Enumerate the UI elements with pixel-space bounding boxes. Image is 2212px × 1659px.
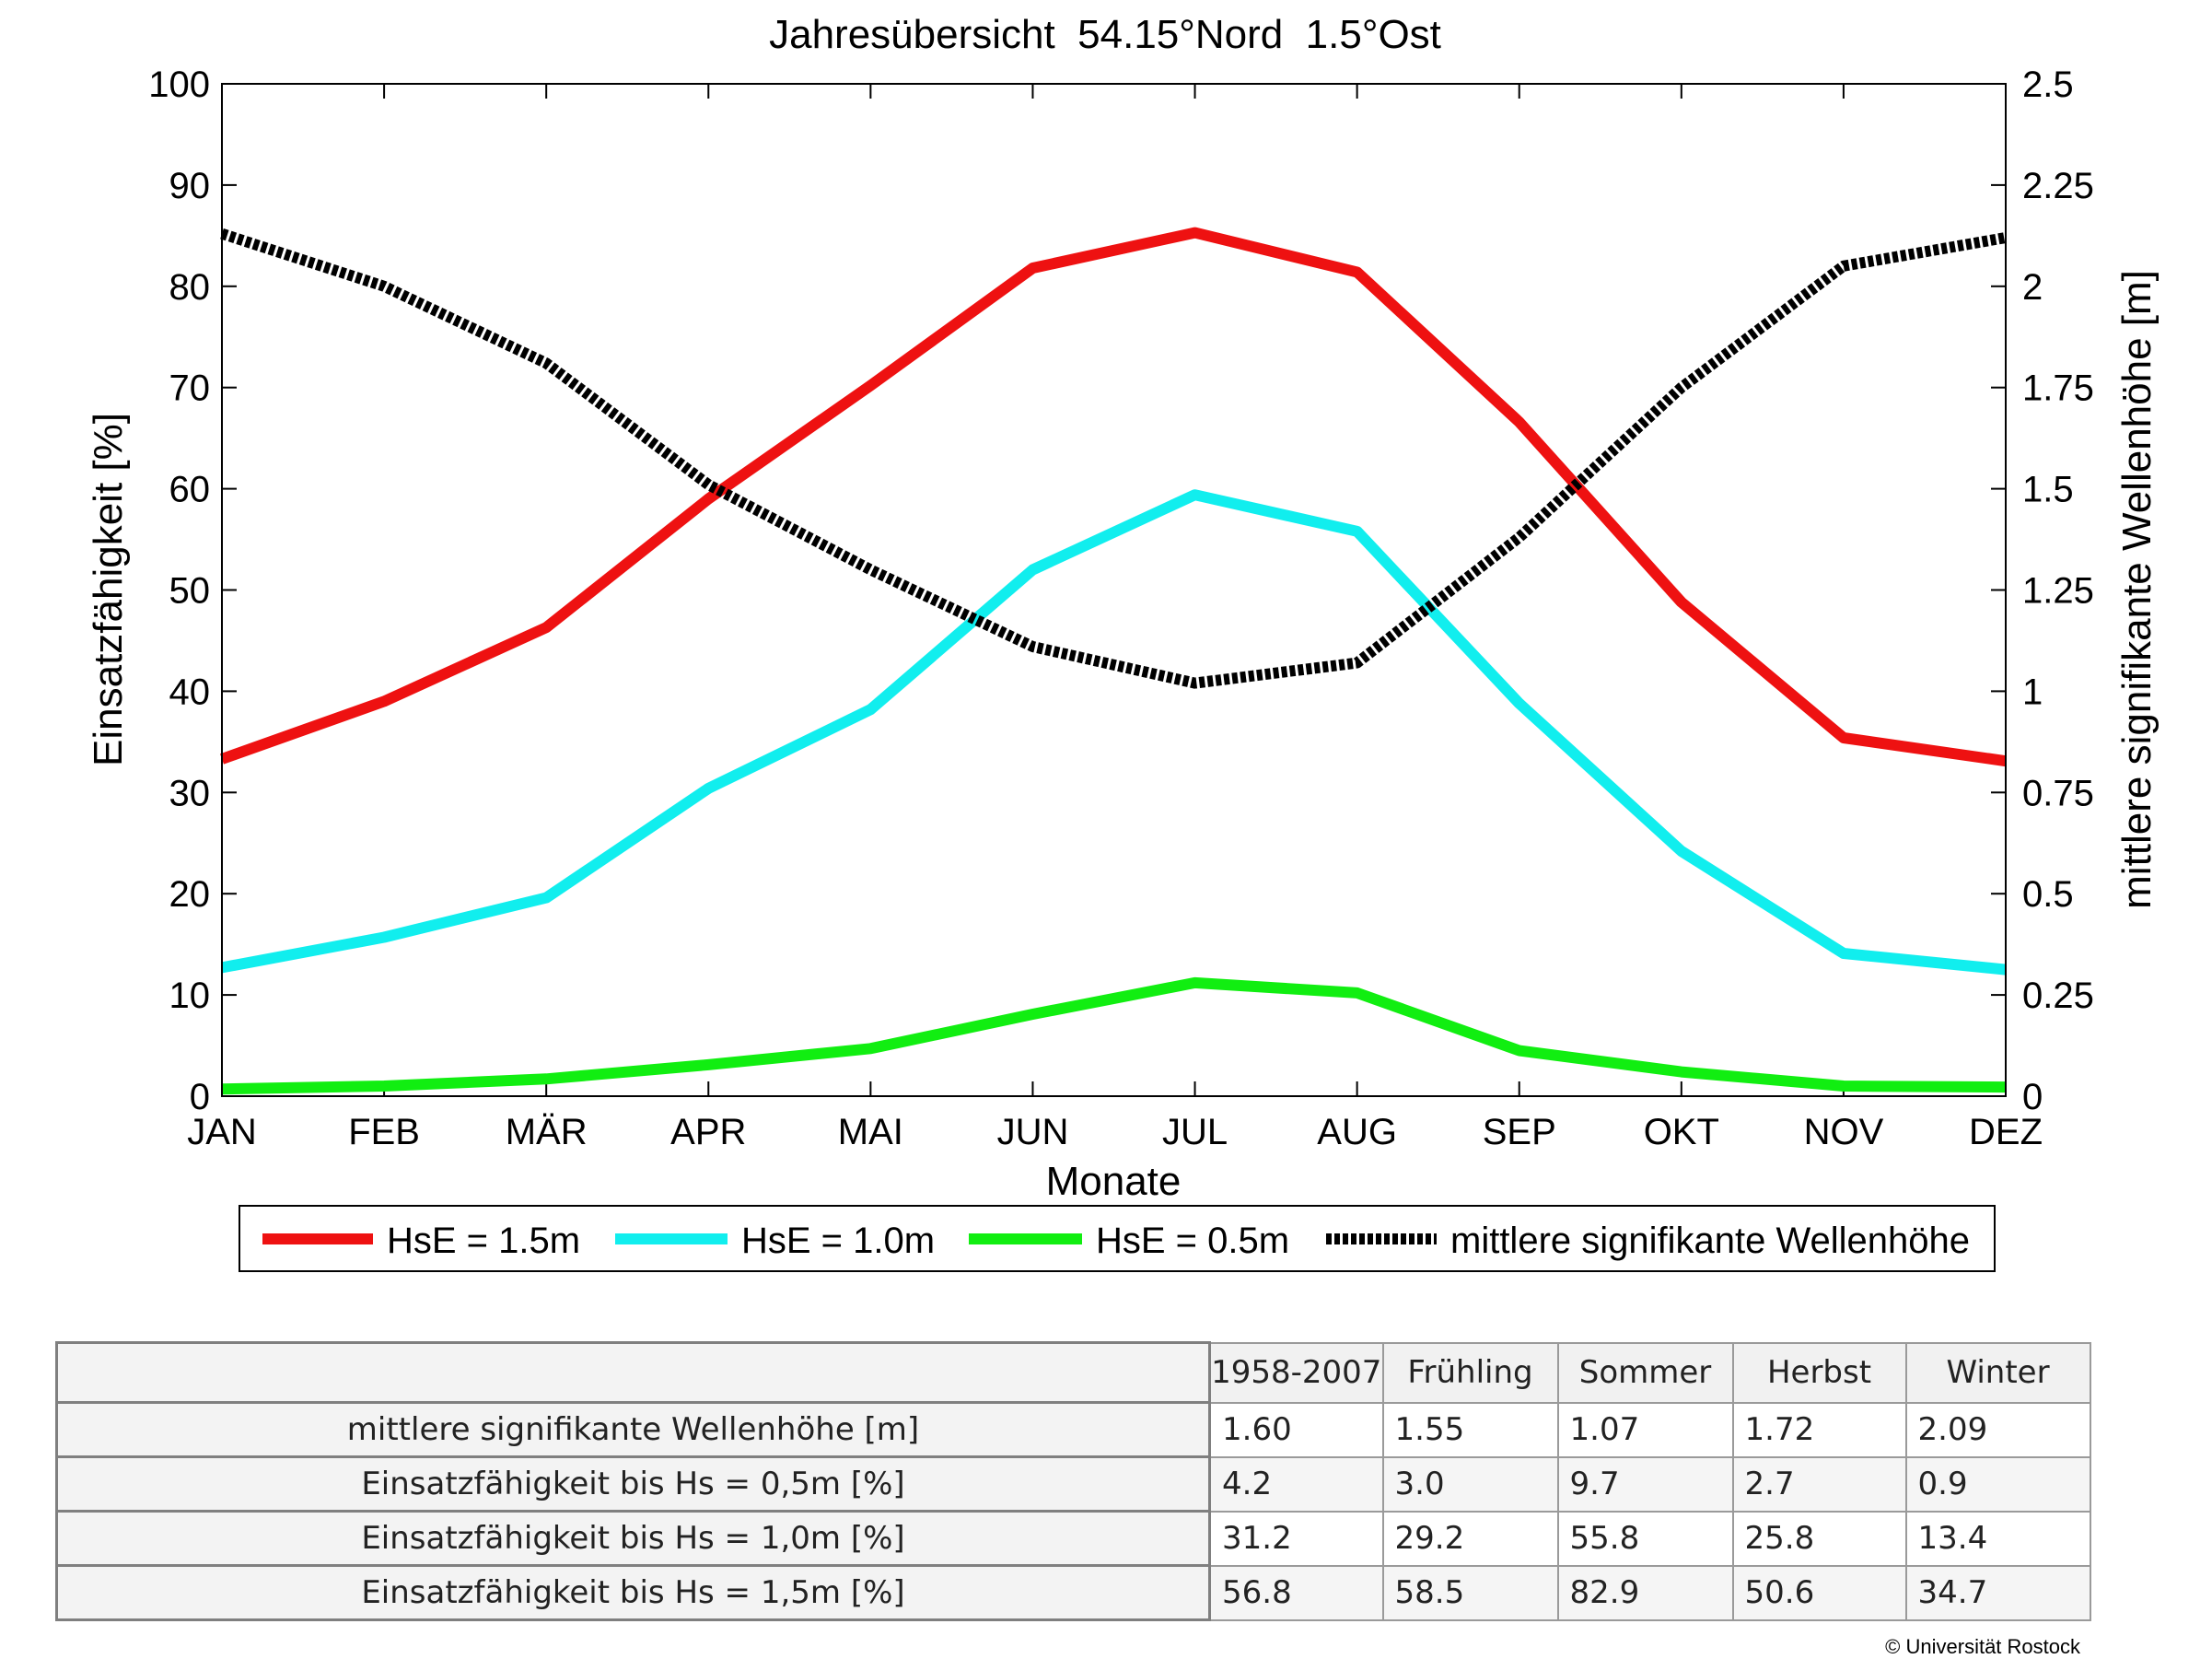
y-axis-label-right: mittlere signifikante Wellenhöhe [m] — [2114, 270, 2160, 909]
y-tick-label-right: 2.5 — [2022, 64, 2074, 105]
series-line-hse-15 — [219, 227, 2007, 767]
table-cell: 1.07 — [1556, 1401, 1734, 1458]
axis-ticks: JAN FEB MÄR APR MAI JUN JUL AUG SEP OKT NOV DEZ0102… — [148, 64, 2094, 1152]
legend-box — [239, 1205, 1996, 1272]
y-tick-label-right: 1.5 — [2022, 470, 2074, 510]
statistics-table: 1958-2007 Frühling Sommer Herbst Winter … — [55, 1341, 2091, 1621]
x-tick-label: DEZ — [1969, 1112, 2043, 1152]
table-header-row: 1958-2007 Frühling Sommer Herbst Winter — [55, 1341, 2091, 1404]
x-tick-label: SEP — [1483, 1112, 1556, 1152]
table-row: Einsatzfähigkeit bis Hs = 1,0m [%] 31.2 … — [55, 1510, 2091, 1567]
legend-label-hse-15: HsE = 1.5m — [387, 1221, 580, 1261]
table-row: mittlere signifikante Wellenhöhe [m] 1.6… — [55, 1401, 2091, 1458]
x-tick-label: OKT — [1644, 1112, 1719, 1152]
table-cell: 13.4 — [1904, 1510, 2091, 1567]
row-label: mittlere signifikante Wellenhöhe [m] — [55, 1401, 1211, 1458]
table-cell: 2.7 — [1731, 1455, 1907, 1513]
table-cell: 9.7 — [1556, 1455, 1734, 1513]
y-tick-label-right: 0.75 — [2022, 773, 2094, 813]
x-axis-label: Monate — [1046, 1159, 1182, 1204]
series-line-wave-height — [220, 228, 2008, 689]
x-tick-label: AUG — [1317, 1112, 1397, 1152]
y-tick-label: 60 — [169, 470, 211, 510]
y-tick-label-right: 1.75 — [2022, 368, 2094, 409]
row-label: Einsatzfähigkeit bis Hs = 1,5m [%] — [55, 1564, 1211, 1621]
header-spring: Frühling — [1381, 1341, 1559, 1404]
table-cell: 1.55 — [1381, 1401, 1559, 1458]
y-tick-label-right: 0.5 — [2022, 874, 2074, 915]
legend-label-hse-10: HsE = 1.0m — [741, 1221, 935, 1261]
table-corner-cell — [55, 1341, 1211, 1404]
y-tick-label-right: 1 — [2022, 672, 2043, 712]
legend: HsE = 1.5m HsE = 1.0m HsE = 0.5m mittler… — [239, 1205, 1996, 1272]
y-axis-label: Einsatzfähigkeit [%] — [86, 413, 131, 766]
x-tick-label: MAI — [838, 1112, 903, 1152]
y-tick-label: 90 — [169, 166, 211, 206]
series-layer — [219, 227, 2008, 1095]
table-cell: 50.6 — [1731, 1564, 1907, 1621]
y-tick-label: 20 — [169, 874, 211, 915]
y-tick-label: 40 — [169, 672, 211, 712]
table-cell: 4.2 — [1208, 1455, 1384, 1513]
x-tick-label: JUN — [997, 1112, 1069, 1152]
x-tick-label: NOV — [1804, 1112, 1884, 1152]
legend-label-wave-height: mittlere signifikante Wellenhöhe — [1450, 1221, 1970, 1261]
table-cell: 55.8 — [1556, 1510, 1734, 1567]
plot-frame — [221, 83, 2007, 1097]
table-cell: 25.8 — [1731, 1510, 1907, 1567]
y-tick-label: 80 — [169, 267, 211, 308]
y-tick-label-right: 2 — [2022, 267, 2043, 308]
y-tick-label-right: 1.25 — [2022, 571, 2094, 612]
y-tick-label: 50 — [169, 571, 211, 612]
table-cell: 31.2 — [1208, 1510, 1384, 1567]
chart: Jahresübersicht 54.15°Nord 1.5°Ost JAN FE… — [86, 12, 2160, 1272]
row-label: Einsatzfähigkeit bis Hs = 1,0m [%] — [55, 1510, 1211, 1567]
table-cell: 34.7 — [1904, 1564, 2091, 1621]
table-cell: 3.0 — [1381, 1455, 1559, 1513]
chart-title: Jahresübersicht 54.15°Nord 1.5°Ost — [769, 12, 1441, 57]
legend-label-hse-05: HsE = 0.5m — [1096, 1221, 1289, 1261]
table-cell: 29.2 — [1381, 1510, 1559, 1567]
table-cell: 2.09 — [1904, 1401, 2091, 1458]
header-autumn: Herbst — [1731, 1341, 1907, 1404]
y-tick-label-right: 0 — [2022, 1077, 2043, 1117]
table-cell: 82.9 — [1556, 1564, 1734, 1621]
copyright-notice: © Universität Rostock — [1885, 1635, 2080, 1658]
table-cell: 1.72 — [1731, 1401, 1907, 1458]
x-tick-label: JUL — [1162, 1112, 1228, 1152]
table-cell: 56.8 — [1208, 1564, 1384, 1621]
y-tick-label: 0 — [190, 1077, 210, 1117]
header-winter: Winter — [1904, 1341, 2091, 1404]
y-tick-label-right: 2.25 — [2022, 166, 2094, 206]
table-cell: 0.9 — [1904, 1455, 2091, 1513]
table-row: Einsatzfähigkeit bis Hs = 1,5m [%] 56.8 … — [55, 1564, 2091, 1621]
y-tick-label: 10 — [169, 976, 211, 1016]
y-tick-label-right: 0.25 — [2022, 976, 2094, 1016]
table-cell: 1.60 — [1208, 1401, 1384, 1458]
y-tick-label: 30 — [169, 773, 211, 813]
table-row: Einsatzfähigkeit bis Hs = 0,5m [%] 4.2 3… — [55, 1455, 2091, 1513]
row-label: Einsatzfähigkeit bis Hs = 0,5m [%] — [55, 1455, 1211, 1513]
header-summer: Sommer — [1556, 1341, 1734, 1404]
table-cell: 58.5 — [1381, 1564, 1559, 1621]
series-line-hse-10 — [220, 489, 2007, 976]
x-tick-label: FEB — [348, 1112, 420, 1152]
header-period: 1958-2007 — [1208, 1341, 1384, 1404]
x-tick-label: JAN — [187, 1112, 257, 1152]
x-tick-label: APR — [670, 1112, 746, 1152]
y-tick-label: 70 — [169, 368, 211, 409]
y-tick-label: 100 — [148, 64, 210, 105]
series-line-hse-05 — [221, 976, 2007, 1095]
x-tick-label: MÄR — [506, 1112, 588, 1152]
